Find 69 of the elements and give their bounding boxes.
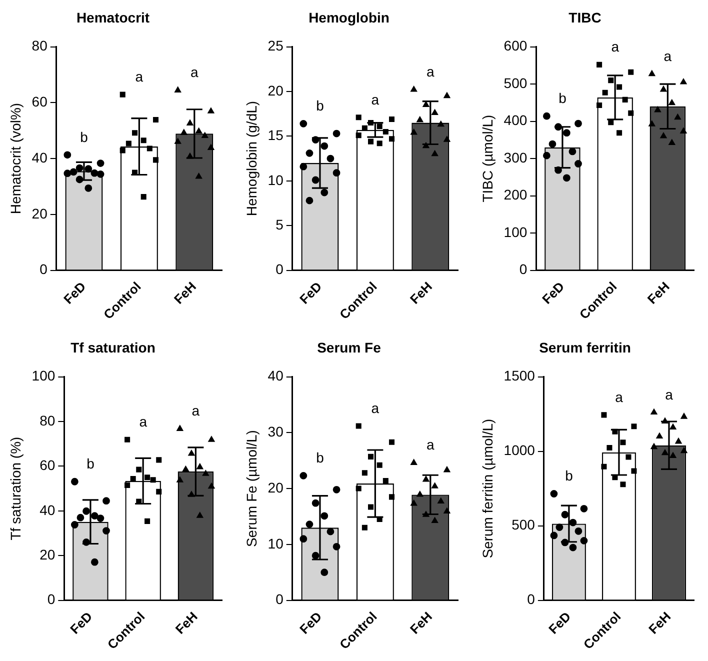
annotation: a [664,48,672,64]
y-tick-label: 0 [527,591,536,608]
annotation: b [86,455,95,472]
y-tick-label: 20 [268,82,284,98]
annotation: a [426,64,434,80]
x-tick-label: FeD [296,608,325,637]
y-tick-label: 40 [268,368,284,384]
y-tick-label: 100 [504,224,528,240]
y-tick-label: 80 [40,412,56,428]
x-tick-label: FeD [539,278,568,307]
y-tick-label: 5 [276,216,284,232]
annotation: a [371,400,380,416]
annotation: a [615,388,624,405]
y-tick-label: 20 [32,205,48,222]
y-tick-label: 600 [504,38,528,54]
y-tick-label: 500 [504,74,528,91]
y-tick-label: 200 [504,186,528,203]
y-axis-title: Serum Fe (µmol/L) [243,430,260,548]
annotation: b [80,128,88,145]
y-tick-label: 400 [504,112,528,128]
chart-title: TIBC [568,9,602,26]
annotation: b [558,90,567,106]
chart-title: Tf saturation [70,339,156,356]
y-tick-label: 0 [47,591,56,608]
y-tick-label: 80 [32,38,48,54]
annotation: a [139,413,148,430]
y-tick-label: 15 [268,127,284,144]
y-tick-label: 300 [504,149,528,166]
y-axis-title: Serum ferritin (µmol/L) [479,418,496,558]
y-tick-label: 60 [40,457,56,474]
y-tick-label: 1000 [504,442,536,458]
y-tick-label: 20 [268,479,284,496]
y-tick-label: 40 [32,149,48,166]
chart-title: Serum ferritin [539,339,631,356]
annotation: b [316,450,324,466]
chart-title: Hematocrit [76,9,150,26]
annotation: a [371,91,380,108]
y-tick-label: 1500 [504,368,536,384]
y-tick-label: 10 [268,172,284,188]
y-tick-label: 0 [519,261,528,278]
y-tick-label: 100 [32,368,56,384]
annotation: a [192,402,200,419]
annotation: b [565,468,574,484]
y-tick-label: 500 [512,516,536,533]
chart-title: Hemoglobin [308,9,390,26]
annotation: a [190,64,198,80]
y-tick-label: 30 [268,424,284,440]
annotation: a [611,38,620,55]
y-axis-title: Hematocrit (vol%) [7,102,24,214]
chart-title: Serum Fe [317,339,382,356]
y-tick-label: 0 [276,261,284,278]
x-tick-label: FeD [60,278,89,307]
annotation: a [135,68,144,84]
x-tick-label: FeD [67,608,96,637]
y-tick-label: 10 [268,535,284,552]
annotation: a [426,436,434,453]
y-tick-label: 25 [268,38,284,54]
y-tick-label: 40 [40,502,56,518]
x-tick-label: FeD [546,608,574,637]
y-axis-title: Hemoglobin (g/dL) [243,100,260,216]
x-tick-label: FeD [296,278,325,307]
y-tick-label: 0 [276,591,284,608]
annotation: a [665,386,674,402]
y-tick-label: 60 [32,94,48,110]
y-axis-title: TIBC (µmol/L) [479,114,496,202]
annotation: b [316,98,324,114]
y-tick-label: 0 [40,261,48,278]
y-tick-label: 20 [40,546,56,562]
y-axis-title: Tf saturation (%) [7,436,24,540]
